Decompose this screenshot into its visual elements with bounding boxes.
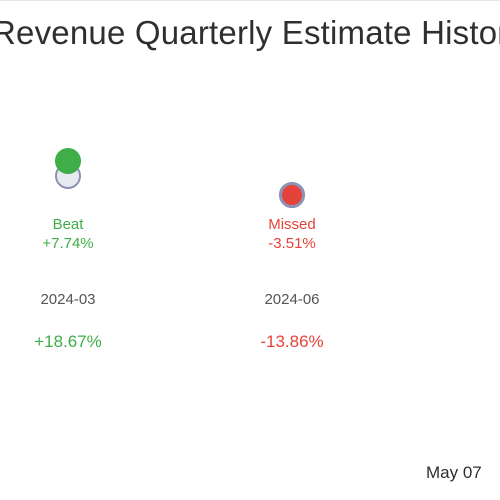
period-tick-label: 20 [436, 291, 500, 308]
chart-title: Revenue Quarterly Estimate History [0, 14, 500, 51]
period-tick-label: 2024-03 [40, 291, 96, 308]
price-change-label: -13.86% [260, 332, 324, 351]
result-label: Missed [268, 216, 316, 233]
footer-date: May 07 [426, 463, 482, 482]
actual-marker [279, 182, 305, 208]
price-change-label: -1 [436, 332, 500, 352]
surprise-label: +7.74% [42, 235, 94, 252]
top-divider [0, 0, 500, 1]
surprise-label: - [436, 235, 500, 252]
period-tick-label: 2024-06 [264, 291, 320, 308]
actual-marker [55, 147, 81, 174]
result-label: Beat [52, 216, 84, 233]
price-change-label: +18.67% [34, 332, 102, 351]
surprise-label: -3.51% [268, 235, 316, 252]
result-label: M [436, 216, 500, 233]
